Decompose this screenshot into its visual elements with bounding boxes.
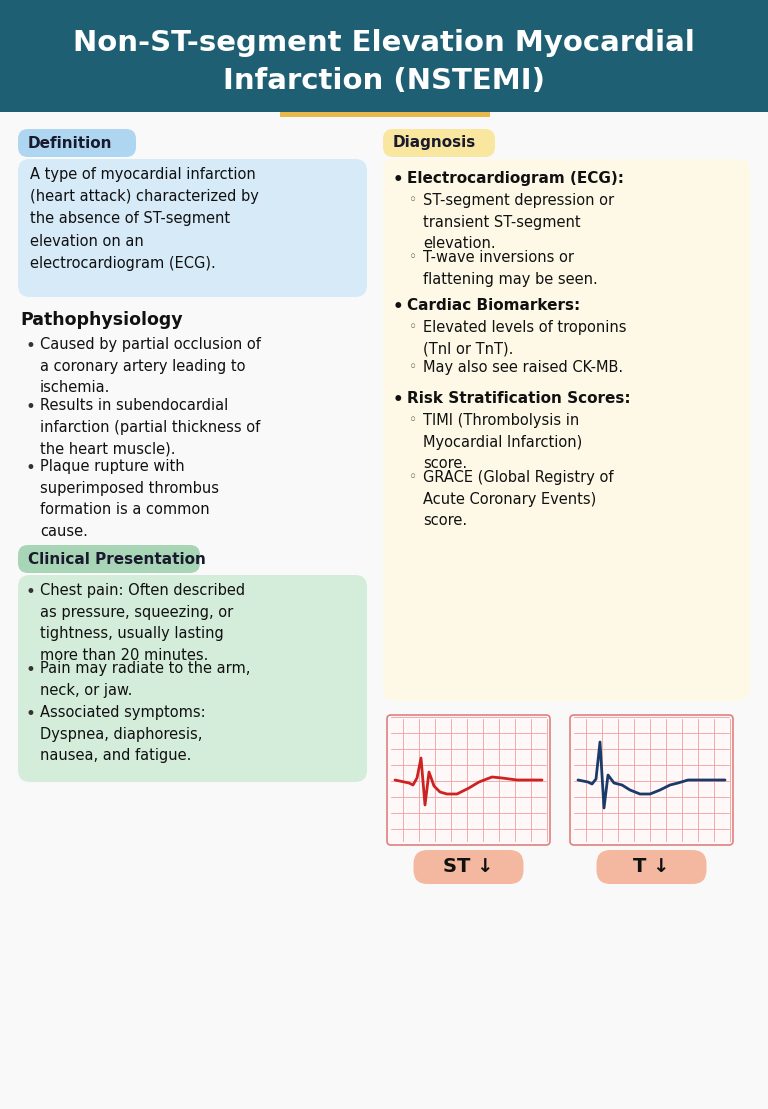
Text: ◦: ◦ — [409, 470, 417, 484]
Text: Diagnosis: Diagnosis — [393, 135, 476, 151]
Text: •: • — [26, 705, 36, 723]
Text: GRACE (Global Registry of
Acute Coronary Events)
score.: GRACE (Global Registry of Acute Coronary… — [423, 470, 614, 528]
FancyBboxPatch shape — [18, 574, 367, 782]
Text: Caused by partial occlusion of
a coronary artery leading to
ischemia.: Caused by partial occlusion of a coronar… — [40, 337, 261, 395]
Text: •: • — [393, 298, 404, 316]
FancyBboxPatch shape — [383, 159, 750, 701]
Text: Definition: Definition — [28, 135, 112, 151]
Text: Associated symptoms:
Dyspnea, diaphoresis,
nausea, and fatigue.: Associated symptoms: Dyspnea, diaphoresi… — [40, 705, 206, 763]
Text: May also see raised CK-MB.: May also see raised CK-MB. — [423, 360, 623, 375]
Text: Clinical Presentation: Clinical Presentation — [28, 551, 206, 567]
Text: •: • — [26, 337, 36, 355]
FancyBboxPatch shape — [18, 545, 200, 573]
Text: ◦: ◦ — [409, 321, 417, 334]
Text: ◦: ◦ — [409, 360, 417, 374]
Text: •: • — [393, 171, 404, 189]
Text: Pain may radiate to the arm,
neck, or jaw.: Pain may radiate to the arm, neck, or ja… — [40, 661, 250, 698]
Text: ◦: ◦ — [409, 250, 417, 264]
Text: ◦: ◦ — [409, 193, 417, 207]
Text: Risk Stratification Scores:: Risk Stratification Scores: — [407, 391, 631, 406]
FancyBboxPatch shape — [18, 129, 136, 157]
FancyBboxPatch shape — [387, 715, 550, 845]
Text: Cardiac Biomarkers:: Cardiac Biomarkers: — [407, 298, 581, 313]
Text: Infarction (NSTEMI): Infarction (NSTEMI) — [223, 67, 545, 94]
Text: ◦: ◦ — [409, 413, 417, 427]
Text: •: • — [26, 583, 36, 601]
FancyBboxPatch shape — [383, 129, 495, 157]
FancyBboxPatch shape — [18, 159, 367, 297]
FancyBboxPatch shape — [413, 849, 524, 884]
Bar — [280, 112, 490, 118]
Text: •: • — [26, 459, 36, 477]
Bar — [0, 0, 768, 112]
FancyBboxPatch shape — [597, 849, 707, 884]
Text: TIMI (Thrombolysis in
Myocardial Infarction)
score.: TIMI (Thrombolysis in Myocardial Infarct… — [423, 413, 582, 471]
Text: Chest pain: Often described
as pressure, squeezing, or
tightness, usually lastin: Chest pain: Often described as pressure,… — [40, 583, 245, 663]
Text: T ↓: T ↓ — [634, 857, 670, 876]
Text: Elevated levels of troponins
(TnI or TnT).: Elevated levels of troponins (TnI or TnT… — [423, 321, 627, 357]
Text: Pathophysiology: Pathophysiology — [20, 311, 183, 329]
FancyBboxPatch shape — [570, 715, 733, 845]
Text: ST-segment depression or
transient ST-segment
elevation.: ST-segment depression or transient ST-se… — [423, 193, 614, 252]
Text: T-wave inversions or
flattening may be seen.: T-wave inversions or flattening may be s… — [423, 250, 598, 286]
Text: ST ↓: ST ↓ — [443, 857, 494, 876]
Text: •: • — [26, 661, 36, 679]
Text: •: • — [393, 391, 404, 409]
Text: Electrocardiogram (ECG):: Electrocardiogram (ECG): — [407, 171, 624, 186]
Text: Plaque rupture with
superimposed thrombus
formation is a common
cause.: Plaque rupture with superimposed thrombu… — [40, 459, 219, 539]
Text: Non-ST-segment Elevation Myocardial: Non-ST-segment Elevation Myocardial — [73, 29, 695, 57]
Text: •: • — [26, 398, 36, 416]
Text: Results in subendocardial
infarction (partial thickness of
the heart muscle).: Results in subendocardial infarction (pa… — [40, 398, 260, 456]
Text: A type of myocardial infarction
(heart attack) characterized by
the absence of S: A type of myocardial infarction (heart a… — [30, 167, 259, 271]
